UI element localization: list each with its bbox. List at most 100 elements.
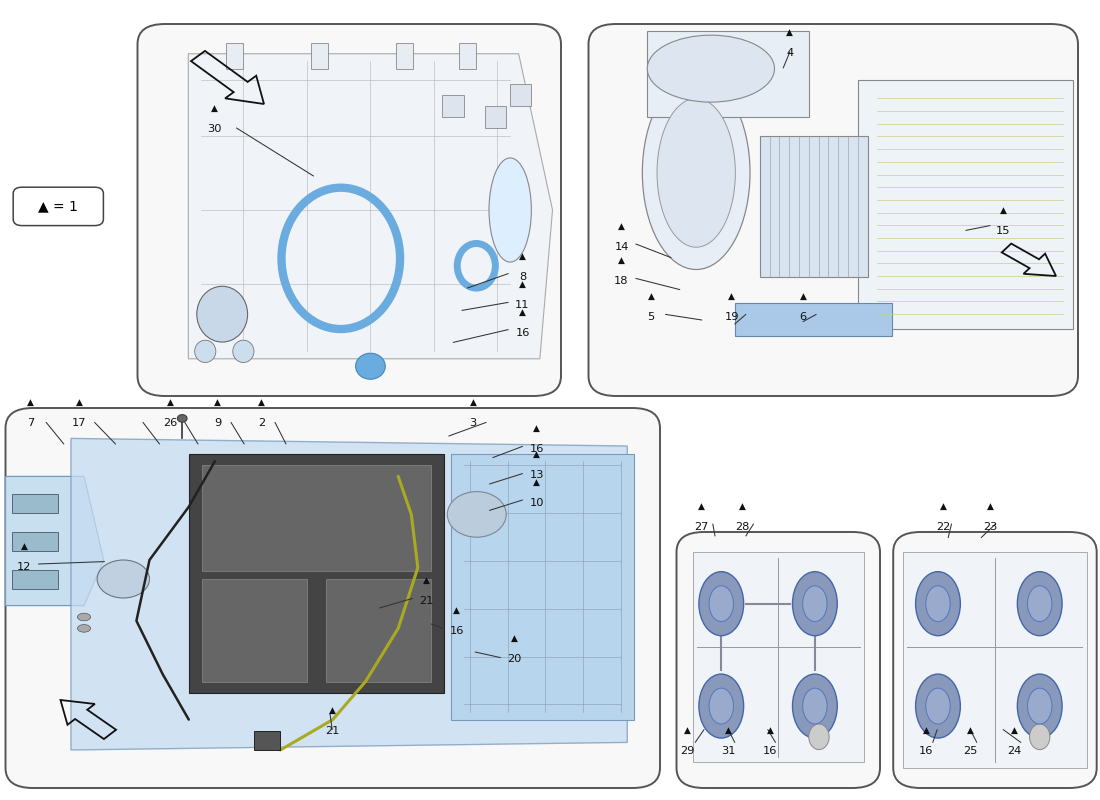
Text: ▲: ▲ [618,256,625,265]
Ellipse shape [1027,586,1052,622]
Text: ▲: ▲ [698,502,705,510]
Text: ▲: ▲ [1011,726,1018,734]
Text: 26: 26 [164,418,177,427]
Text: 4: 4 [786,48,793,58]
Bar [442,94,463,117]
Text: ▲: ▲ [424,576,430,585]
Text: 24: 24 [1008,746,1021,755]
Text: 21: 21 [324,726,340,736]
Text: 7: 7 [28,418,34,427]
Bar [510,83,531,106]
Text: 11: 11 [515,300,530,310]
Text: ▲: ▲ [739,502,746,510]
Ellipse shape [97,560,150,598]
FancyBboxPatch shape [676,532,880,788]
Text: ▲: ▲ [987,502,993,510]
FancyBboxPatch shape [893,532,1097,788]
Text: 18: 18 [614,276,629,286]
Text: ▲: ▲ [618,222,625,230]
Text: ▲: ▲ [534,424,540,433]
Polygon shape [70,438,627,750]
Text: ▲: ▲ [329,706,336,715]
Bar [254,731,280,750]
Ellipse shape [915,674,960,738]
Text: ▲: ▲ [519,252,526,261]
Text: 15: 15 [996,226,1011,235]
Text: eurospares: eurospares [306,430,618,594]
Ellipse shape [792,572,837,636]
Bar [396,42,412,69]
Ellipse shape [647,35,774,102]
Bar [12,570,58,589]
Text: ▲: ▲ [923,726,930,734]
Bar [327,579,431,682]
Text: 16: 16 [529,444,544,454]
Bar [12,494,58,513]
Text: 9: 9 [214,418,221,427]
Text: ▲: ▲ [519,280,526,289]
Ellipse shape [657,98,735,247]
Text: ▲: ▲ [534,450,540,459]
Text: ▲: ▲ [1000,206,1006,214]
Text: eurospares: eurospares [791,189,969,259]
Ellipse shape [355,354,385,379]
Ellipse shape [1030,724,1049,750]
Text: 25: 25 [962,746,978,755]
Ellipse shape [710,688,734,724]
Ellipse shape [1027,688,1052,724]
Text: ▲: ▲ [211,104,218,113]
Text: 16: 16 [449,626,464,635]
Text: 16: 16 [762,746,778,755]
Bar [693,553,864,762]
Text: ▲: ▲ [684,726,691,734]
Text: ▲: ▲ [453,606,460,614]
Text: 10: 10 [529,498,544,508]
Text: 16: 16 [515,328,530,338]
Text: ▲: ▲ [725,726,732,734]
Text: 6: 6 [800,312,806,322]
Text: ▲: ▲ [519,308,526,317]
Ellipse shape [1018,572,1063,636]
Text: 19: 19 [724,312,739,322]
Polygon shape [189,454,444,693]
Text: ▲: ▲ [967,726,974,734]
Text: ▲: ▲ [940,502,947,510]
Ellipse shape [792,674,837,738]
Ellipse shape [642,76,750,270]
Text: ▲: ▲ [648,292,654,301]
Ellipse shape [77,613,90,621]
Text: ▲: ▲ [258,398,265,406]
Text: ▲: ▲ [28,398,34,406]
Bar [202,579,307,682]
Text: original parts since 1982: original parts since 1982 [794,244,966,300]
Text: 14: 14 [614,242,629,251]
FancyBboxPatch shape [13,187,103,226]
Text: 23: 23 [982,522,998,532]
Text: ▲: ▲ [21,542,28,550]
Ellipse shape [915,572,960,636]
Ellipse shape [926,688,950,724]
Ellipse shape [448,491,506,538]
Polygon shape [736,303,892,337]
Text: 22: 22 [937,522,950,532]
Ellipse shape [77,625,90,632]
Text: 29: 29 [680,746,695,755]
Ellipse shape [808,724,829,750]
Text: ▲: ▲ [76,398,82,406]
Ellipse shape [803,688,827,724]
Text: 16: 16 [918,746,934,755]
Ellipse shape [710,586,734,622]
Text: 17: 17 [72,418,87,427]
Ellipse shape [1018,674,1063,738]
Bar [485,106,506,128]
Polygon shape [903,553,1087,767]
Bar [202,465,431,571]
Polygon shape [647,31,808,117]
Text: 21: 21 [419,596,435,606]
Text: ▲: ▲ [534,478,540,486]
Bar [311,42,328,69]
Ellipse shape [803,586,827,622]
FancyBboxPatch shape [6,408,660,788]
Ellipse shape [195,340,216,362]
Text: 27: 27 [694,522,710,532]
